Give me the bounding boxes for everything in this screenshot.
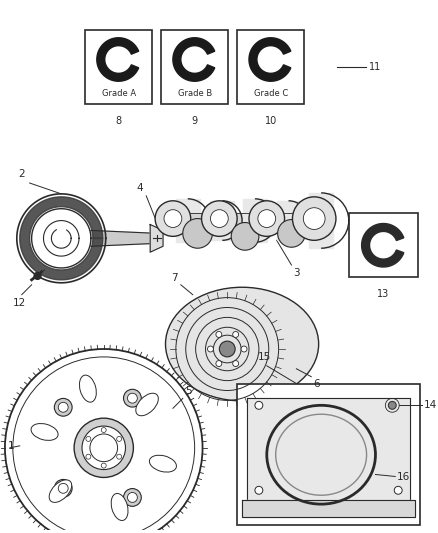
- Ellipse shape: [136, 393, 158, 416]
- Text: Grade C: Grade C: [254, 88, 288, 98]
- Circle shape: [124, 489, 141, 506]
- Ellipse shape: [79, 375, 96, 402]
- Circle shape: [208, 346, 213, 352]
- Polygon shape: [309, 193, 333, 248]
- Circle shape: [211, 209, 228, 228]
- Circle shape: [304, 208, 325, 229]
- Circle shape: [86, 437, 91, 441]
- Circle shape: [278, 220, 305, 247]
- Polygon shape: [202, 214, 214, 238]
- Bar: [161, 30, 228, 104]
- Polygon shape: [57, 225, 65, 230]
- Polygon shape: [188, 213, 223, 229]
- Circle shape: [54, 480, 72, 497]
- Polygon shape: [243, 199, 267, 243]
- Circle shape: [293, 197, 336, 240]
- Polygon shape: [249, 214, 261, 241]
- Text: 16: 16: [397, 472, 410, 482]
- Polygon shape: [173, 38, 215, 81]
- Polygon shape: [150, 224, 163, 252]
- Polygon shape: [91, 230, 158, 246]
- Text: 3: 3: [293, 268, 300, 278]
- Circle shape: [389, 401, 396, 409]
- Text: 4: 4: [137, 183, 143, 193]
- Ellipse shape: [111, 494, 128, 521]
- Polygon shape: [255, 213, 289, 229]
- Polygon shape: [225, 214, 241, 241]
- Text: 9: 9: [191, 116, 198, 126]
- Text: 6: 6: [313, 378, 320, 389]
- Bar: [237, 384, 420, 525]
- Bar: [349, 213, 418, 277]
- Circle shape: [74, 418, 134, 478]
- Circle shape: [34, 272, 41, 279]
- Text: 10: 10: [265, 116, 277, 126]
- Polygon shape: [178, 214, 193, 238]
- Circle shape: [155, 201, 191, 236]
- Circle shape: [258, 209, 276, 228]
- Text: 14: 14: [424, 400, 437, 410]
- Text: 1: 1: [8, 441, 15, 451]
- Circle shape: [201, 201, 237, 236]
- Circle shape: [5, 349, 202, 533]
- Text: 11: 11: [368, 62, 381, 72]
- Circle shape: [394, 486, 402, 494]
- Circle shape: [249, 201, 285, 236]
- Text: 13: 13: [377, 289, 389, 299]
- Circle shape: [233, 332, 239, 337]
- Polygon shape: [247, 398, 410, 505]
- Polygon shape: [289, 213, 321, 229]
- Ellipse shape: [166, 287, 319, 401]
- Text: 12: 12: [13, 297, 26, 308]
- Polygon shape: [20, 197, 103, 280]
- Polygon shape: [242, 500, 415, 517]
- Circle shape: [101, 427, 106, 432]
- Polygon shape: [296, 214, 307, 238]
- Text: 2: 2: [18, 169, 25, 179]
- Text: 15: 15: [258, 352, 272, 362]
- Polygon shape: [176, 199, 200, 243]
- Bar: [237, 30, 304, 104]
- Text: Grade B: Grade B: [177, 88, 212, 98]
- Circle shape: [117, 454, 122, 459]
- Circle shape: [216, 361, 222, 367]
- Circle shape: [90, 434, 117, 462]
- Circle shape: [54, 398, 72, 416]
- Circle shape: [127, 393, 138, 403]
- Text: 7: 7: [171, 273, 178, 283]
- Circle shape: [233, 361, 239, 367]
- Ellipse shape: [31, 424, 58, 440]
- Circle shape: [219, 341, 235, 357]
- Polygon shape: [211, 201, 234, 240]
- Polygon shape: [97, 38, 139, 81]
- Polygon shape: [277, 201, 300, 240]
- Circle shape: [216, 332, 222, 337]
- Text: 8: 8: [116, 116, 122, 126]
- Circle shape: [255, 401, 263, 409]
- Circle shape: [164, 209, 182, 228]
- Circle shape: [58, 402, 68, 412]
- Circle shape: [127, 492, 138, 503]
- Text: Grade A: Grade A: [102, 88, 136, 98]
- Ellipse shape: [49, 480, 72, 503]
- Circle shape: [231, 223, 259, 250]
- Text: 5: 5: [185, 386, 191, 397]
- Circle shape: [117, 437, 122, 441]
- Circle shape: [124, 389, 141, 407]
- Ellipse shape: [149, 455, 177, 472]
- Polygon shape: [272, 214, 287, 238]
- Circle shape: [86, 454, 91, 459]
- Circle shape: [58, 483, 68, 493]
- Bar: [85, 30, 152, 104]
- Circle shape: [82, 426, 125, 470]
- Circle shape: [101, 463, 106, 468]
- Circle shape: [13, 357, 194, 533]
- Polygon shape: [223, 213, 255, 229]
- Polygon shape: [362, 223, 404, 267]
- Circle shape: [241, 346, 247, 352]
- Circle shape: [183, 219, 212, 248]
- Polygon shape: [249, 38, 291, 81]
- Circle shape: [255, 486, 263, 494]
